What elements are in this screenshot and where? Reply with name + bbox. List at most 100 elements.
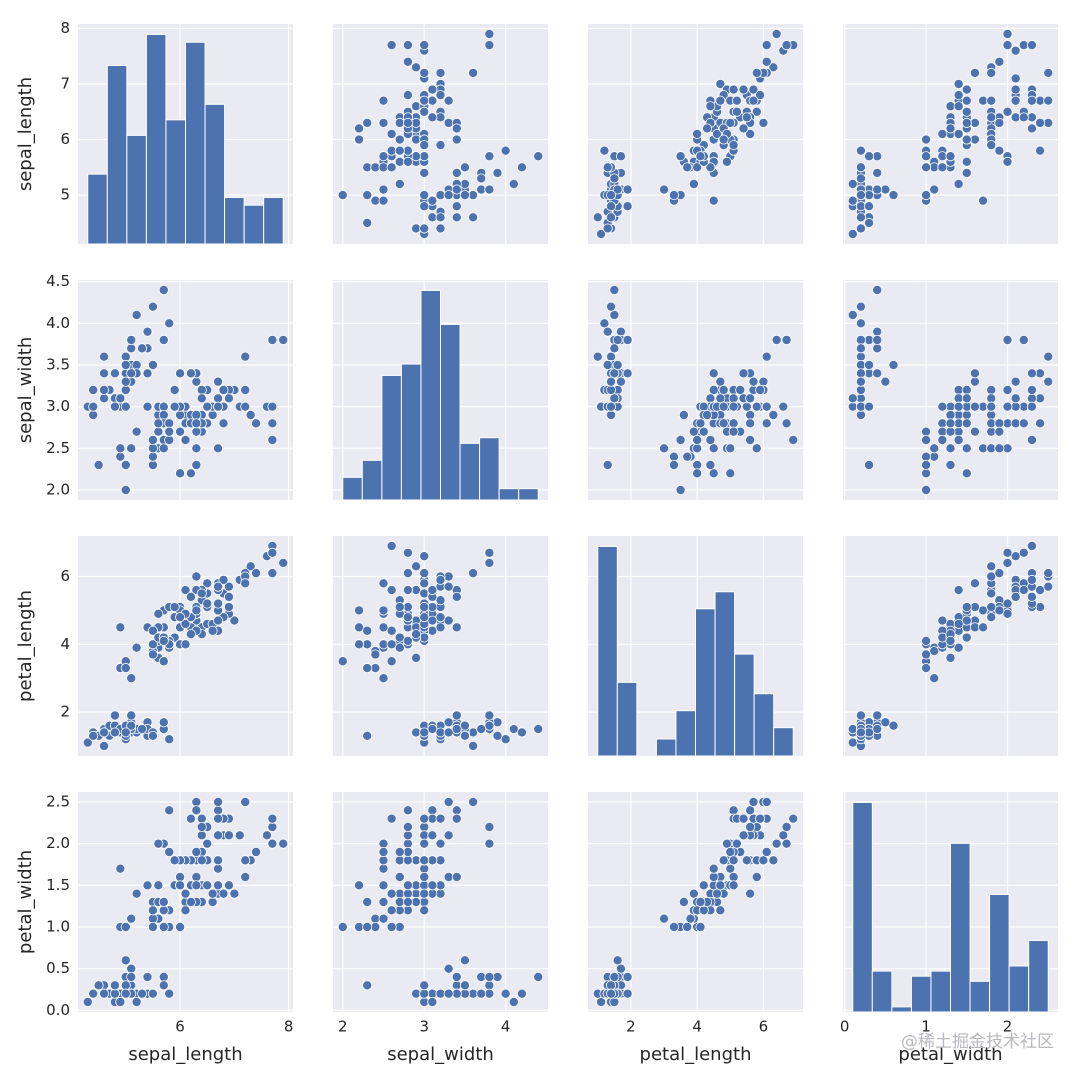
scatter-point [337, 656, 348, 667]
y-tick-label: 3.5 [46, 356, 70, 374]
scatter-point [402, 635, 413, 646]
scatter-point [615, 963, 626, 974]
scatter-point [592, 351, 603, 362]
scatter-point [386, 128, 397, 139]
scatter-point [386, 813, 397, 824]
scatter-point [378, 622, 389, 633]
scatter-point [120, 980, 131, 991]
scatter-point [451, 813, 462, 824]
scatter-point [484, 710, 495, 721]
scatter-point [142, 880, 153, 891]
scatter-point [1010, 84, 1021, 95]
scatter-point [682, 162, 693, 173]
scatter-point [419, 855, 430, 866]
scatter-point [755, 813, 766, 824]
scatter-point [82, 737, 93, 748]
scatter-point [337, 190, 348, 201]
scatter-point [738, 84, 749, 95]
scatter-point [109, 988, 120, 999]
scatter-point [1035, 117, 1046, 128]
scatter-point [213, 805, 224, 816]
scatter-point [196, 588, 207, 599]
scatter-point [1026, 95, 1037, 106]
scatter-point [606, 401, 617, 412]
scatter-point [484, 28, 495, 39]
scatter-point [728, 880, 739, 891]
scatter-point [120, 922, 131, 933]
scatter-point [109, 727, 120, 738]
scatter-point [158, 284, 169, 295]
scatter-point [612, 955, 623, 966]
scatter-point [606, 384, 617, 395]
scatter-point [88, 409, 99, 420]
scatter-point [945, 459, 956, 470]
scatter-point [855, 162, 866, 173]
scatter-point [402, 585, 413, 596]
scatter-point [705, 101, 716, 112]
scatter-point [468, 741, 479, 752]
scatter-point [1010, 45, 1021, 56]
scatter-point [606, 212, 617, 223]
scatter-point [386, 922, 397, 933]
scatter-point [213, 797, 224, 808]
scatter-point [937, 128, 948, 139]
scatter-point [945, 635, 956, 646]
scatter-point [468, 67, 479, 78]
scatter-point [115, 393, 126, 404]
scatter-point [615, 326, 626, 337]
scatter-point [688, 888, 699, 899]
scatter-point [402, 855, 413, 866]
scatter-point [394, 847, 405, 858]
scatter-point [419, 905, 430, 916]
scatter-point [131, 359, 142, 370]
scatter-point [147, 649, 158, 660]
scatter-point [202, 401, 213, 412]
scatter-point [476, 988, 487, 999]
scatter-point [180, 905, 191, 916]
scatter-point [994, 117, 1005, 128]
scatter-point [888, 359, 899, 370]
scatter-point [427, 112, 438, 123]
scatter-point [443, 581, 454, 592]
scatter-point [443, 988, 454, 999]
scatter-point [378, 195, 389, 206]
histogram-bar [773, 727, 794, 757]
scatter-point [126, 710, 137, 721]
scatter-point [1002, 598, 1013, 609]
scatter-point [240, 872, 251, 883]
watermark: @稀土掘金技术社区 [901, 1032, 1054, 1052]
scatter-point [715, 376, 726, 387]
scatter-point [142, 972, 153, 983]
scatter-point [1026, 123, 1037, 134]
scatter-point [606, 201, 617, 212]
scatter-point [761, 401, 772, 412]
scatter-point [961, 632, 972, 643]
scatter-point [864, 151, 875, 162]
scatter-point [185, 897, 196, 908]
scatter-point [855, 301, 866, 312]
scatter-point [612, 184, 623, 195]
scatter-point [175, 880, 186, 891]
scatter-point [692, 443, 703, 454]
scatter-point [771, 28, 782, 39]
scatter-point [443, 727, 454, 738]
scatter-point [251, 418, 262, 429]
scatter-point [768, 855, 779, 866]
scatter-point [402, 830, 413, 841]
scatter-point [698, 905, 709, 916]
scatter-point [443, 190, 454, 201]
scatter-point [1002, 28, 1013, 39]
scatter-point [1018, 585, 1029, 596]
scatter-point [698, 880, 709, 891]
scatter-point [153, 426, 164, 437]
scatter-point [354, 605, 365, 616]
scatter-point [218, 574, 229, 585]
scatter-point [137, 343, 148, 354]
scatter-point [427, 84, 438, 95]
y-axis-label: petal_length [15, 590, 36, 702]
scatter-point [771, 334, 782, 345]
scatter-point [126, 443, 137, 454]
scatter-point [137, 988, 148, 999]
scatter-point [612, 334, 623, 345]
scatter-point [120, 988, 131, 999]
